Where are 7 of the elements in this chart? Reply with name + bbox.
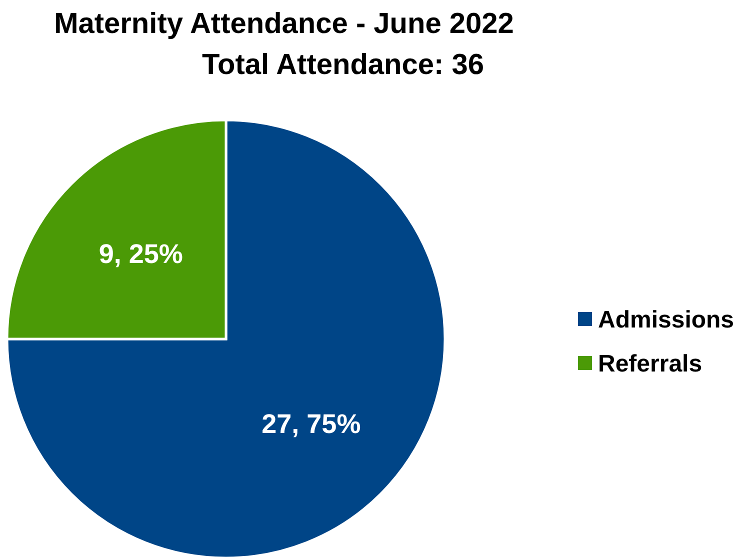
chart-title: Maternity Attendance - June 2022: [54, 8, 514, 40]
legend-label: Referrals: [598, 350, 702, 378]
legend-label: Admissions: [598, 306, 734, 334]
chart-subtitle: Total Attendance: 36: [202, 49, 484, 81]
data-label: 27, 75%: [262, 409, 361, 440]
pie-slice: [6, 118, 446, 558]
data-label: 9, 25%: [98, 238, 183, 269]
